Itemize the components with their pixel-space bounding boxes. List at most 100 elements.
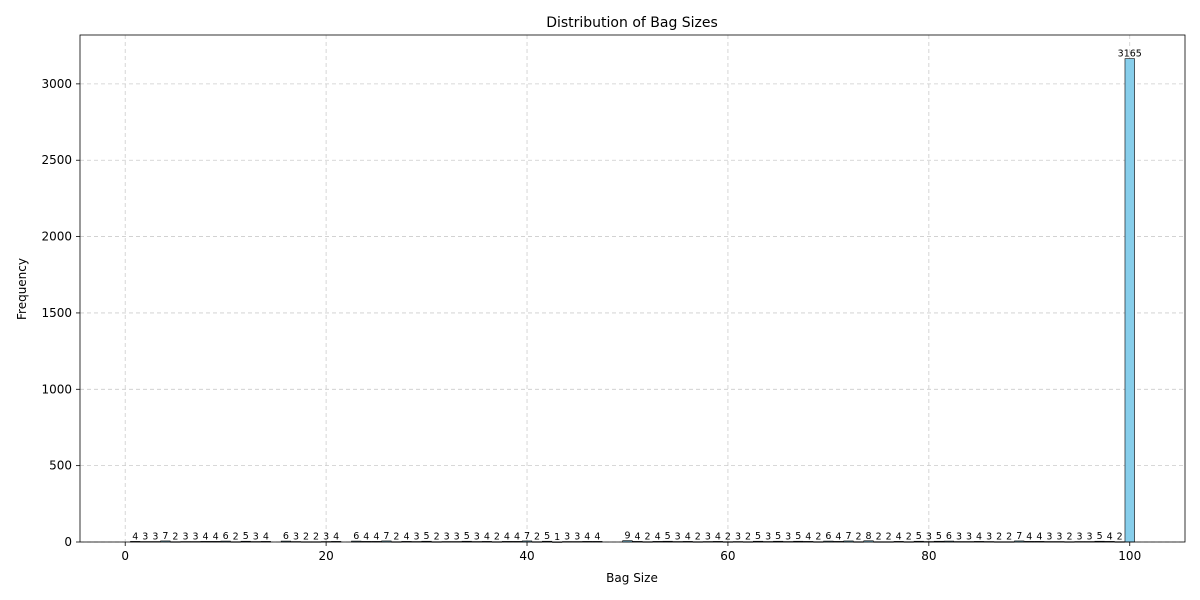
bar-value-label: 2 xyxy=(906,532,912,543)
bar-value-label: 2 xyxy=(855,532,861,543)
bar-value-label: 3 xyxy=(926,532,932,543)
bar-value-label: 3 xyxy=(1087,532,1093,543)
bar-value-label: 5 xyxy=(916,531,922,542)
y-axis-label: Frequency xyxy=(15,258,29,320)
bar-value-label: 3 xyxy=(1056,532,1062,543)
bar-value-label: 4 xyxy=(584,531,590,542)
bar-value-label: 7 xyxy=(845,531,851,542)
bar-value-label: 4 xyxy=(685,531,691,542)
y-tick-label: 2500 xyxy=(41,153,72,167)
bar-value-label: 2 xyxy=(745,532,751,543)
bar-value-label: 4 xyxy=(373,531,379,542)
bar-value-label: 6 xyxy=(283,531,289,542)
bar-value-label: 2 xyxy=(172,532,178,543)
bar-value-label: 3 xyxy=(293,532,299,543)
bar-value-label: 3 xyxy=(413,532,419,543)
bar-value-label: 3 xyxy=(986,532,992,543)
x-tick-label: 20 xyxy=(318,549,333,563)
bar-value-label: 3165 xyxy=(1118,49,1142,60)
bar-value-label: 6 xyxy=(825,531,831,542)
y-axis-ticks: 0 500 1000 1500 2000 2500 3000 xyxy=(41,77,80,549)
y-tick-label: 2000 xyxy=(41,230,72,244)
x-tick-label: 100 xyxy=(1118,549,1141,563)
bar-value-label: 4 xyxy=(333,531,339,542)
bars xyxy=(130,58,1135,543)
bar-value-label: 9 xyxy=(624,531,630,542)
bar-value-label: 5 xyxy=(755,531,761,542)
x-tick-label: 60 xyxy=(720,549,735,563)
bar-value-label: 3 xyxy=(765,532,771,543)
bar-value-label: 4 xyxy=(715,531,721,542)
bar-value-label: 4 xyxy=(213,531,219,542)
bar-value-label: 5 xyxy=(665,531,671,542)
bar-value-label: 3 xyxy=(152,532,158,543)
bar-value-label: 3 xyxy=(323,532,329,543)
y-tick-label: 3000 xyxy=(41,77,72,91)
bar-value-label: 3 xyxy=(182,532,188,543)
bar-value-label: 3 xyxy=(966,532,972,543)
bar-value-label: 7 xyxy=(162,531,168,542)
bar-value-label: 4 xyxy=(363,531,369,542)
y-tick-label: 1000 xyxy=(41,382,72,396)
bar-value-label: 2 xyxy=(1006,532,1012,543)
bar-value-label: 2 xyxy=(886,532,892,543)
bar xyxy=(1124,58,1135,543)
x-tick-label: 0 xyxy=(121,549,129,563)
bar-value-label: 8 xyxy=(866,531,872,542)
bar-value-label: 4 xyxy=(504,531,510,542)
bar-value-label: 4 xyxy=(1036,531,1042,542)
bar-value-label: 2 xyxy=(233,532,239,543)
bar-value-label: 3 xyxy=(735,532,741,543)
bar-value-label: 7 xyxy=(1016,531,1022,542)
bar-value-label: 5 xyxy=(795,531,801,542)
bar-value-label: 2 xyxy=(494,532,500,543)
bar-value-label: 7 xyxy=(524,531,530,542)
x-axis-ticks: 0 20 40 60 80 100 xyxy=(121,542,1141,563)
bar-value-label: 2 xyxy=(303,532,309,543)
bar-value-label: 2 xyxy=(1066,532,1072,543)
bar-value-label: 3 xyxy=(192,532,198,543)
bar-value-label: 4 xyxy=(132,531,138,542)
bar-value-label: 4 xyxy=(634,531,640,542)
bar-value-label: 3 xyxy=(675,532,681,543)
bar-value-label: 3 xyxy=(142,532,148,543)
plot-frame xyxy=(79,34,1186,543)
bar-value-label: 2 xyxy=(534,532,540,543)
bar-value-label: 2 xyxy=(815,532,821,543)
bar-value-label: 3 xyxy=(785,532,791,543)
bar-value-label: 3 xyxy=(253,532,259,543)
bar-value-label: 2 xyxy=(645,532,651,543)
bar-value-label: 5 xyxy=(424,531,430,542)
bar-value-label: 3 xyxy=(956,532,962,543)
bar-value-label: 3 xyxy=(454,532,460,543)
y-tick-label: 1500 xyxy=(41,306,72,320)
x-tick-label: 40 xyxy=(519,549,534,563)
bar-value-label: 4 xyxy=(835,531,841,542)
bar-value-label: 4 xyxy=(203,531,209,542)
x-tick-label: 80 xyxy=(921,549,936,563)
bar-value-label: 4 xyxy=(805,531,811,542)
bar-value-label: 3 xyxy=(444,532,450,543)
bar-value-label: 4 xyxy=(594,531,600,542)
bar-value-label: 3 xyxy=(574,532,580,543)
bar-value-label: 5 xyxy=(775,531,781,542)
bar-value-label: 5 xyxy=(243,531,249,542)
bar-value-label: 4 xyxy=(896,531,902,542)
bar-value-label: 1 xyxy=(554,532,560,543)
y-tick-label: 0 xyxy=(64,535,72,549)
bar-value-label: 3 xyxy=(1076,532,1082,543)
bar-value-label: 3 xyxy=(564,532,570,543)
bar-value-label: 5 xyxy=(464,531,470,542)
bar-value-label: 2 xyxy=(695,532,701,543)
bar-value-label: 4 xyxy=(484,531,490,542)
x-axis-label: Bag Size xyxy=(606,571,658,585)
bar-value-label: 5 xyxy=(544,531,550,542)
bar-value-label: 3 xyxy=(474,532,480,543)
bar-value-label: 7 xyxy=(383,531,389,542)
bar-value-label: 4 xyxy=(1107,531,1113,542)
chart-title: Distribution of Bag Sizes xyxy=(546,15,718,31)
bar-value-label: 5 xyxy=(936,531,942,542)
bar-value-label: 3 xyxy=(1046,532,1052,543)
bar-value-label: 2 xyxy=(876,532,882,543)
